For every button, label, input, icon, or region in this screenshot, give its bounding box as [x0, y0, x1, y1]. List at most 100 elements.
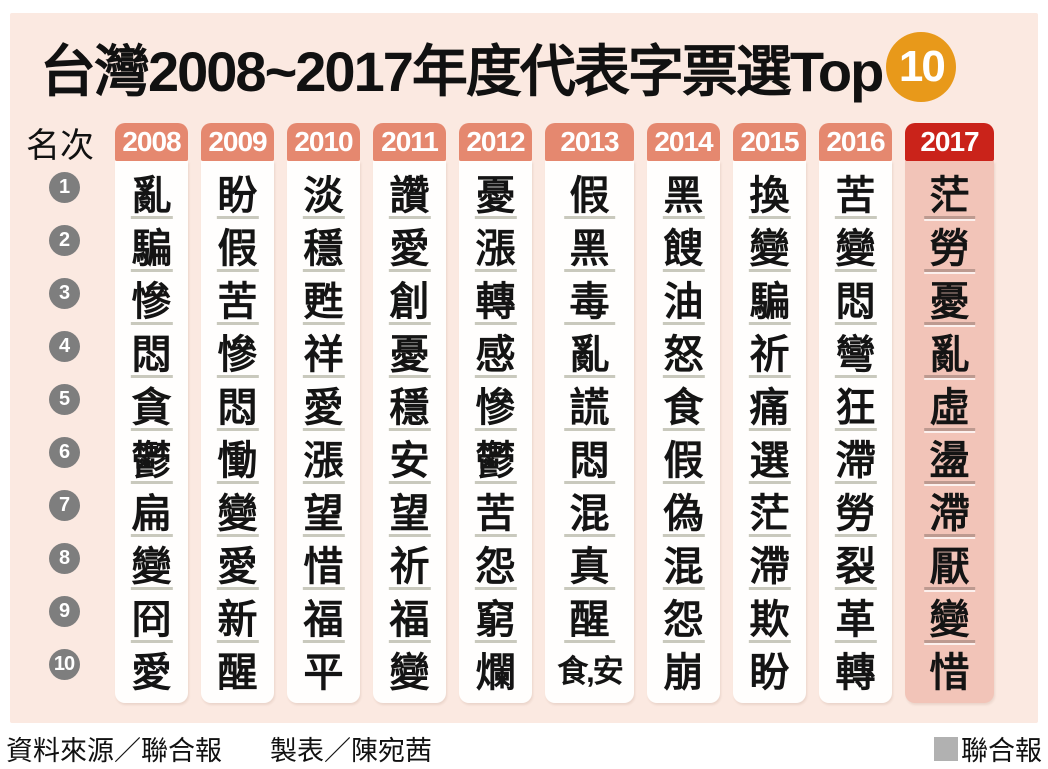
rank-badge-8: 8: [48, 543, 80, 574]
char-cell-2008-rank3: 慘: [115, 271, 188, 324]
char-cell-2011-rank5: 穩: [373, 377, 446, 430]
char-cell-2008-rank8: 變: [115, 536, 188, 589]
char-cell-2017-rank10: 惜: [929, 650, 970, 695]
title-row: 台灣2008~2017年度代表字票選Top 10: [10, 13, 1038, 111]
char-cell-2009-rank3: 苦: [201, 271, 274, 324]
year-column-body-2013: 假黑毒亂謊悶混真醒食,安: [545, 161, 634, 703]
char-cell-2009-rank6: 慟: [201, 430, 274, 483]
char-cell-2009-rank5: 悶: [201, 377, 274, 430]
rank-row: 3: [26, 267, 102, 320]
year-column-body-2015: 換變騙祈痛選茫滯欺盼: [733, 161, 806, 703]
char-cell-2011-rank2: 愛: [373, 218, 446, 271]
rank-row: 4: [26, 320, 102, 373]
char-cell-2008-rank5: 貪: [115, 377, 188, 430]
infographic-panel: 台灣2008~2017年度代表字票選Top 10 名次 1 2 3 4 5 6 7 8 9 10 …: [10, 13, 1038, 723]
char-cell-2016-rank2: 變: [819, 218, 892, 271]
year-tab-2010: 2010: [287, 123, 360, 161]
year-column-2017: 2017 茫勞憂亂虛盪滯厭變惜: [905, 123, 994, 703]
rank-row: 2: [26, 214, 102, 267]
char-cell-2013-rank6: 悶: [545, 430, 634, 483]
char-cell-2012-rank3: 轉: [459, 271, 532, 324]
year-column-2014: 2014 黑餿油怒食假偽混怨崩: [647, 123, 720, 703]
char-cell-2017-rank4: 亂: [905, 324, 994, 377]
char-cell-2010-rank5: 愛: [287, 377, 360, 430]
year-column-2016: 2016 苦變悶彎狂滯勞裂革轉: [819, 123, 892, 703]
char-cell-2013-rank3: 毒: [545, 271, 634, 324]
year-column-2010: 2010 淡穩甦祥愛漲望惜福平: [287, 123, 360, 703]
brand-square-icon: [934, 736, 958, 761]
char-cell-2010-rank1: 淡: [287, 165, 360, 218]
year-tab-2014: 2014: [647, 123, 720, 161]
char-cell-2010-rank7: 望: [287, 483, 360, 536]
char-cell-2015-rank7: 茫: [733, 483, 806, 536]
rank-row: 10: [26, 638, 102, 691]
char-cell-2010-rank4: 祥: [287, 324, 360, 377]
char-cell-2016-rank3: 悶: [819, 271, 892, 324]
char-cell-2012-rank9: 窮: [459, 589, 532, 642]
year-column-2015: 2015 換變騙祈痛選茫滯欺盼: [733, 123, 806, 703]
rank-row: 6: [26, 426, 102, 479]
char-cell-2014-rank6: 假: [647, 430, 720, 483]
year-tab-2015: 2015: [733, 123, 806, 161]
char-cell-2014-rank2: 餿: [647, 218, 720, 271]
char-cell-2011-rank4: 憂: [373, 324, 446, 377]
rank-list: 1 2 3 4 5 6 7 8 9 10: [26, 161, 102, 691]
char-cell-2015-rank9: 欺: [733, 589, 806, 642]
year-column-body-2017: 茫勞憂亂虛盪滯厭變惜: [905, 161, 994, 703]
char-cell-2013-rank5: 謊: [545, 377, 634, 430]
char-cell-2008-rank7: 扁: [115, 483, 188, 536]
char-cell-2012-rank10: 爛: [475, 650, 516, 695]
char-cell-2009-rank10: 醒: [217, 650, 258, 695]
rank-row: 5: [26, 373, 102, 426]
year-columns: 2008 亂騙慘悶貪鬱扁變冏愛 2009 盼假苦慘悶慟變愛新醒 2010 淡穩甦祥愛漲望惜…: [102, 123, 994, 703]
char-cell-2015-rank4: 祈: [733, 324, 806, 377]
char-cell-2013-rank10: 食,安: [557, 654, 624, 689]
char-cell-2008-rank1: 亂: [115, 165, 188, 218]
char-cell-2015-rank5: 痛: [733, 377, 806, 430]
year-tab-2011: 2011: [373, 123, 446, 161]
char-cell-2017-rank2: 勞: [905, 218, 994, 271]
char-cell-2011-rank1: 讚: [373, 165, 446, 218]
char-cell-2016-rank8: 裂: [819, 536, 892, 589]
page-title: 台灣2008~2017年度代表字票選Top: [40, 39, 884, 103]
rank-row: 1: [26, 161, 102, 214]
char-cell-2015-rank2: 變: [733, 218, 806, 271]
char-cell-2009-rank1: 盼: [201, 165, 274, 218]
rank-header-label: 名次: [26, 126, 94, 165]
char-cell-2009-rank4: 慘: [201, 324, 274, 377]
char-cell-2011-rank9: 福: [373, 589, 446, 642]
footer-credits: 資料來源／聯合報 製表／陳宛茜: [6, 729, 432, 768]
rank-badge-6: 6: [48, 437, 80, 468]
char-cell-2012-rank7: 苦: [459, 483, 532, 536]
char-cell-2015-rank3: 騙: [733, 271, 806, 324]
char-cell-2016-rank6: 滯: [819, 430, 892, 483]
char-cell-2016-rank4: 彎: [819, 324, 892, 377]
char-cell-2012-rank6: 鬱: [459, 430, 532, 483]
year-column-body-2008: 亂騙慘悶貪鬱扁變冏愛: [115, 161, 188, 703]
char-cell-2011-rank6: 安: [373, 430, 446, 483]
rank-badge-9: 9: [48, 596, 80, 627]
year-column-2009: 2009 盼假苦慘悶慟變愛新醒: [201, 123, 274, 703]
char-cell-2008-rank4: 悶: [115, 324, 188, 377]
year-tab-2009: 2009: [201, 123, 274, 161]
year-column-2008: 2008 亂騙慘悶貪鬱扁變冏愛: [115, 123, 188, 703]
char-cell-2012-rank2: 漲: [459, 218, 532, 271]
year-column-2011: 2011 讚愛創憂穩安望祈福變: [373, 123, 446, 703]
footer-brand: 聯合報: [934, 729, 1042, 768]
char-cell-2016-rank10: 轉: [835, 650, 876, 695]
year-tab-2017: 2017: [905, 123, 994, 161]
char-cell-2010-rank10: 平: [303, 650, 344, 695]
char-cell-2009-rank2: 假: [201, 218, 274, 271]
credit-label: 製表／陳宛茜: [270, 736, 432, 766]
rank-badge-2: 2: [48, 225, 80, 256]
year-column-body-2012: 憂漲轉感慘鬱苦怨窮爛: [459, 161, 532, 703]
char-cell-2017-rank7: 滯: [905, 483, 994, 536]
char-cell-2010-rank9: 福: [287, 589, 360, 642]
rank-badge-7: 7: [48, 490, 80, 521]
char-cell-2013-rank1: 假: [545, 165, 634, 218]
year-tab-2013: 2013: [545, 123, 634, 161]
rank-badge-1: 1: [48, 172, 80, 203]
char-cell-2014-rank7: 偽: [647, 483, 720, 536]
rank-badge-3: 3: [48, 278, 80, 309]
char-cell-2017-rank8: 厭: [905, 536, 994, 589]
